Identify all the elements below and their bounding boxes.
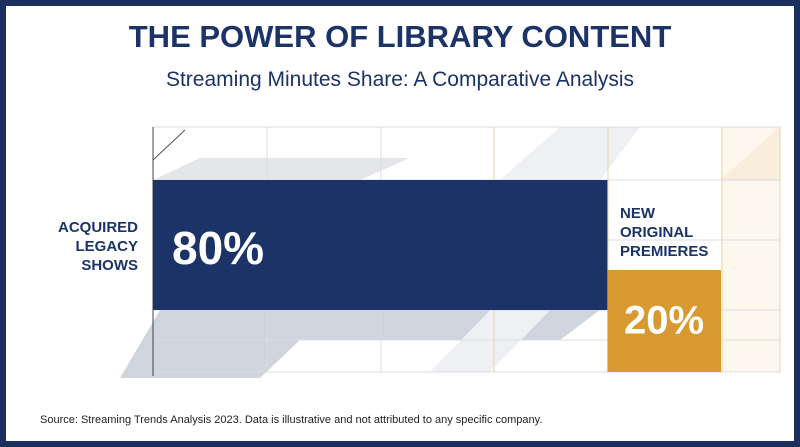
bar <box>607 270 721 372</box>
chart-title: THE POWER OF LIBRARY CONTENT <box>129 19 672 54</box>
category-label: NEW ORIGINAL PREMIERES <box>620 205 709 260</box>
source-note: Source: Streaming Trends Analysis 2023. … <box>40 414 542 426</box>
value-label: 80% <box>172 222 264 274</box>
bar <box>153 180 608 310</box>
chart-subtitle: Streaming Minutes Share: A Comparative A… <box>166 68 634 91</box>
value-label: 20% <box>624 299 704 343</box>
category-label: ACQUIRED LEGACY SHOWS <box>57 219 138 274</box>
